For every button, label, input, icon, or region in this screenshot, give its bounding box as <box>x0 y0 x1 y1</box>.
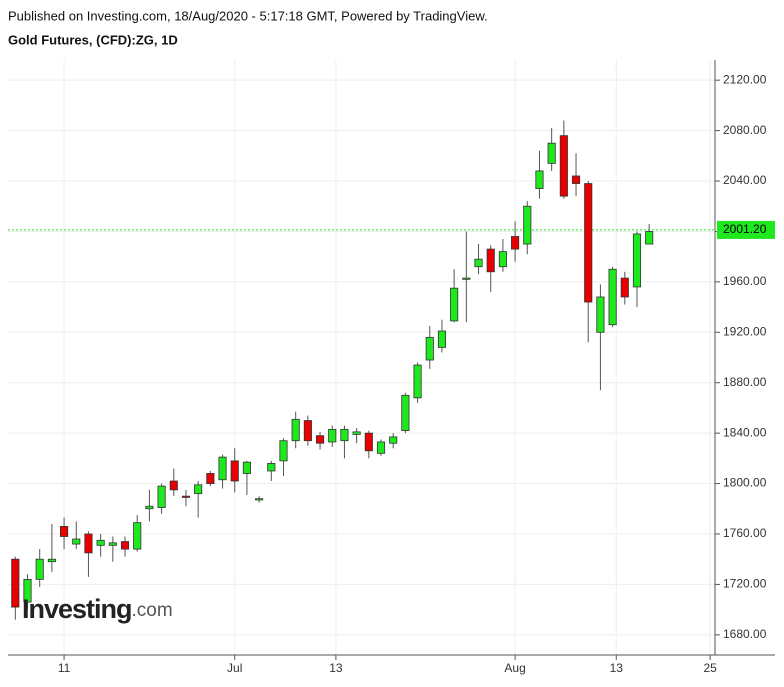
candle-body <box>315 435 325 444</box>
y-tick-label: 1960.00 <box>723 274 767 288</box>
watermark-suffix: .com <box>132 600 173 621</box>
candle-body <box>462 277 471 280</box>
candle-body <box>486 248 495 273</box>
candle-body <box>169 480 178 491</box>
candle-body <box>596 296 605 333</box>
x-tick-label: 25 <box>703 661 717 675</box>
candle-body <box>523 205 532 245</box>
y-tick-label: 1800.00 <box>723 476 767 490</box>
candle-body <box>376 441 386 454</box>
x-tick-label: 11 <box>58 661 71 675</box>
y-tick-label: 1680.00 <box>723 627 767 641</box>
y-tick-label: 1720.00 <box>723 577 767 591</box>
candle-body <box>474 258 483 268</box>
candle-body <box>35 558 44 580</box>
symbol-title: Gold Futures, (CFD):ZG, 1D <box>8 32 178 47</box>
candle-body <box>584 183 593 303</box>
plot-area: 1680.00 1720.00 1760.00 1800.00 1840.00 1880.… <box>8 60 775 675</box>
candle-body <box>559 135 568 197</box>
y-tick-label: 2080.00 <box>723 123 767 137</box>
candle-body <box>242 461 251 474</box>
candle-body <box>120 541 130 550</box>
published-note: Published on Investing.com, 18/Aug/2020 … <box>8 8 488 23</box>
candle-body <box>230 460 239 482</box>
candle-body <box>291 418 300 442</box>
candle-body <box>547 142 556 164</box>
y-tick-label: 1760.00 <box>723 526 767 540</box>
candle-body <box>511 236 520 250</box>
candle-body <box>535 170 544 189</box>
y-tick-label: 1840.00 <box>723 425 767 439</box>
last-price-box <box>717 220 775 239</box>
candle-body <box>571 175 581 184</box>
last-price-label: 2001.20 <box>723 222 767 236</box>
candle-body <box>23 578 32 603</box>
candle-body <box>267 462 276 472</box>
candle-body <box>303 420 312 442</box>
candle-body <box>340 428 349 442</box>
candle-body <box>632 233 642 288</box>
candle-body <box>498 251 507 268</box>
watermark-brand: Investing <box>22 594 132 624</box>
watermark: Investing.com <box>22 594 173 624</box>
candle-body <box>413 364 422 399</box>
candle-body <box>133 522 142 550</box>
candle-body <box>194 484 203 495</box>
candle-body <box>437 330 447 348</box>
candle-body <box>72 538 81 545</box>
y-tick-label: 1880.00 <box>723 375 767 389</box>
candle-body <box>108 542 117 546</box>
candle-body <box>279 440 288 462</box>
candle-body <box>328 428 337 443</box>
candle-body <box>608 268 617 326</box>
candle-body <box>96 539 105 546</box>
candle-body <box>84 533 93 554</box>
candle-body <box>352 431 361 435</box>
candle-body <box>206 473 215 484</box>
candle-body <box>425 336 434 361</box>
candle-body <box>218 456 227 481</box>
x-tick-label: 13 <box>329 661 343 675</box>
candle-body <box>364 432 373 452</box>
candle-body <box>620 277 629 298</box>
x-tick-label: Jul <box>227 661 242 675</box>
candle-body <box>47 558 56 563</box>
x-tick-label: 13 <box>610 661 624 675</box>
y-tick-label: 2040.00 <box>723 173 767 187</box>
candle-body <box>401 394 410 432</box>
candle-body <box>181 495 191 498</box>
y-tick-label: 2120.00 <box>723 72 767 86</box>
candle-body <box>157 485 166 508</box>
y-tick-label: 1920.00 <box>723 324 767 338</box>
candle-body <box>60 526 69 537</box>
candle-body <box>645 231 654 245</box>
candle-body <box>145 505 154 510</box>
candle-body <box>11 558 20 608</box>
candle-body <box>255 498 264 501</box>
x-tick-label: Aug <box>504 661 525 675</box>
candle-body <box>389 436 398 444</box>
candle-body <box>450 287 459 322</box>
